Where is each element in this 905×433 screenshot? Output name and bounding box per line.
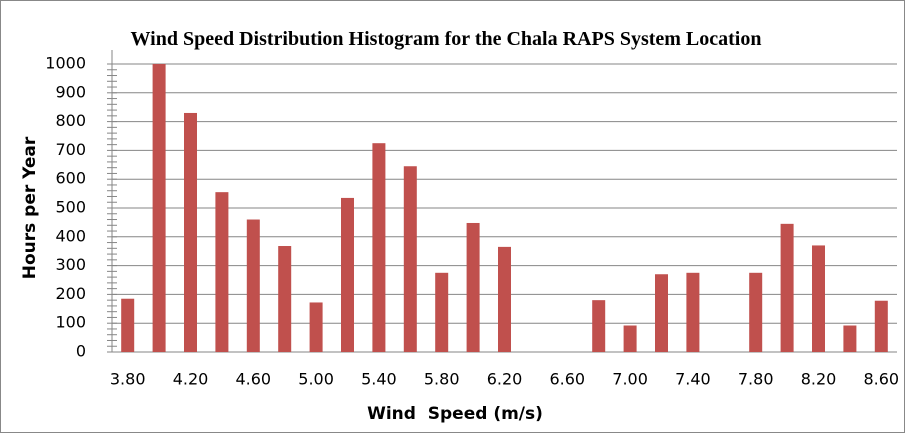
x-tick-label: 5.80 <box>424 370 460 389</box>
bar <box>372 143 386 352</box>
bar <box>184 112 197 353</box>
bar <box>215 192 229 352</box>
x-tick-label: 7.80 <box>738 370 774 389</box>
x-tick-label: 8.60 <box>863 370 899 389</box>
x-tick-label: 3.80 <box>110 370 146 389</box>
y-tick-label: 700 <box>55 140 86 159</box>
x-tick-label: 8.20 <box>801 370 837 389</box>
bar <box>655 274 668 352</box>
bar <box>874 300 888 352</box>
y-tick-label: 600 <box>55 169 86 188</box>
y-tick-label: 900 <box>55 82 86 101</box>
bar <box>686 272 700 352</box>
x-axis-label: Wind Speed (m/s) <box>367 404 543 424</box>
bar <box>780 223 794 352</box>
bar <box>121 298 135 352</box>
bar <box>403 166 417 352</box>
y-tick-label: 500 <box>55 198 86 217</box>
bar <box>812 245 825 352</box>
x-tick-label: 7.00 <box>612 370 648 389</box>
y-tick-label: 400 <box>55 226 86 245</box>
y-tick-label: 0 <box>76 342 86 361</box>
bar <box>435 272 449 352</box>
bar <box>246 219 260 352</box>
x-tick-label: 7.40 <box>675 370 711 389</box>
y-tick-label: 200 <box>55 284 86 303</box>
bar <box>309 302 323 352</box>
x-tick-label: 4.60 <box>235 370 271 389</box>
bar <box>152 64 166 352</box>
x-tick-label: 4.20 <box>173 370 209 389</box>
y-tick-label: 100 <box>55 313 86 332</box>
x-tick-label: 6.60 <box>549 370 585 389</box>
bar <box>341 197 354 352</box>
chart-title: Wind Speed Distribution Histogram for th… <box>130 28 762 50</box>
bar <box>843 325 857 352</box>
y-axis-label: Hours per Year <box>20 136 40 279</box>
y-tick-label: 300 <box>55 255 86 274</box>
bar <box>466 222 480 352</box>
bar <box>498 246 511 352</box>
y-tick-label: 800 <box>55 111 86 130</box>
y-tick-label: 1000 <box>45 54 86 73</box>
bar <box>749 272 763 352</box>
x-tick-label: 5.00 <box>298 370 334 389</box>
bar <box>623 325 637 352</box>
bar <box>592 300 606 352</box>
bar <box>278 246 292 352</box>
x-tick-label: 6.20 <box>487 370 523 389</box>
x-tick-label: 5.40 <box>361 370 397 389</box>
